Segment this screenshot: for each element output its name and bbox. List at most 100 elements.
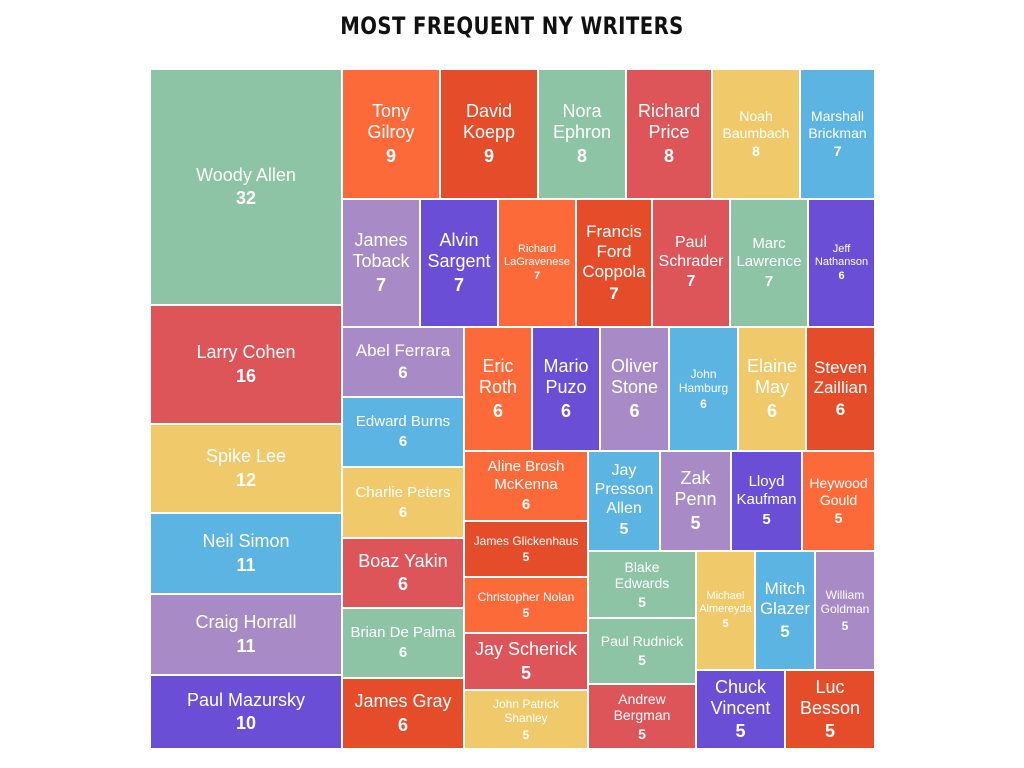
treemap-tile-craig-horrall: Craig Horrall 11 — [150, 594, 342, 675]
tile-value: 5 — [522, 550, 530, 564]
tile-label: Francis Ford Coppola — [582, 221, 646, 281]
tile-label: Brian De Palma — [350, 624, 456, 642]
tile-label: Marc Lawrence — [736, 235, 802, 271]
tile-value: 5 — [520, 662, 531, 683]
treemap-tile-jeff-nathanson: Jeff Nathanson 6 — [808, 199, 875, 327]
tile-label: Larry Cohen — [196, 342, 296, 363]
treemap-tile-spike-lee: Spike Lee 12 — [150, 424, 342, 513]
tile-value: 5 — [841, 618, 849, 633]
treemap-tile-michael-almereyda: Michael Almereyda 5 — [696, 551, 755, 670]
tile-label: Alvin Sargent — [427, 230, 491, 272]
tile-value: 7 — [453, 274, 464, 295]
tile-value: 7 — [764, 272, 774, 290]
tile-value: 7 — [533, 270, 541, 283]
treemap-tile-james-glickenhaus: James Glickenhaus 5 — [464, 521, 588, 577]
tile-label: Abel Ferrara — [355, 340, 451, 360]
tile-value: 16 — [235, 365, 257, 386]
tile-label: Mitch Glazer — [759, 579, 811, 619]
tile-value: 5 — [638, 725, 646, 742]
tile-label: Craig Horrall — [195, 612, 297, 633]
tile-value: 5 — [762, 510, 771, 528]
treemap-tile-woody-allen: Woody Allen 32 — [150, 69, 342, 305]
treemap-tile-jay-scherick: Jay Scherick 5 — [464, 633, 588, 690]
treemap-tile-charlie-peters: Charlie Peters 6 — [342, 467, 464, 538]
treemap-tile-zak-penn: Zak Penn 5 — [660, 451, 731, 551]
tile-label: Zak Penn — [674, 468, 717, 510]
treemap-tile-heywood-gould: Heywood Gould 5 — [802, 451, 875, 551]
treemap-tile-james-gray: James Gray 6 — [342, 678, 464, 749]
tile-label: Heywood Gould — [809, 475, 868, 508]
tile-label: Edward Burns — [355, 413, 451, 431]
tile-value: 6 — [766, 400, 777, 421]
tile-value: 6 — [398, 503, 408, 521]
tile-label: Andrew Bergman — [613, 690, 671, 724]
treemap-tile-alvin-sargent: Alvin Sargent 7 — [420, 199, 498, 327]
tile-value: 6 — [838, 270, 845, 283]
treemap-tile-steven-zaillian: Steven Zaillian 6 — [806, 327, 875, 451]
tile-label: Jay Scherick — [474, 639, 578, 660]
tile-value: 6 — [398, 433, 408, 450]
treemap-tile-marc-lawrence: Marc Lawrence 7 — [730, 199, 808, 327]
tile-value: 6 — [629, 400, 640, 421]
tile-label: David Koepp — [462, 101, 516, 143]
treemap-tile-boaz-yakin: Boaz Yakin 6 — [342, 538, 464, 608]
tile-label: Noah Baumbach — [722, 108, 790, 141]
tile-value: 32 — [235, 188, 257, 208]
treemap-tile-nora-ephron: Nora Ephron 8 — [538, 69, 626, 199]
tile-label: Woody Allen — [196, 164, 296, 185]
tile-label: Spike Lee — [205, 446, 287, 467]
tile-value: 6 — [492, 400, 503, 421]
tile-label: Christopher Nolan — [477, 589, 575, 604]
tile-value: 6 — [700, 397, 707, 412]
tile-value: 11 — [236, 554, 256, 575]
tile-value: 8 — [752, 143, 760, 160]
tile-value: 7 — [686, 273, 696, 291]
treemap-tile-christopher-nolan: Christopher Nolan 5 — [464, 577, 588, 633]
tile-label: William Goldman — [820, 588, 870, 617]
treemap-tile-paul-mazursky: Paul Mazursky 10 — [150, 675, 342, 749]
treemap-tile-jay-presson-allen: Jay Presson Allen 5 — [588, 451, 660, 551]
treemap-tile-richard-lagravenese: Richard LaGravenese 7 — [498, 199, 576, 327]
tile-label: Paul Schrader — [658, 233, 724, 270]
tile-value: 6 — [398, 644, 408, 661]
tile-label: Nora Ephron — [552, 101, 612, 143]
treemap-tile-mario-puzo: Mario Puzo 6 — [532, 327, 600, 451]
tile-value: 5 — [638, 652, 646, 668]
tile-label: Michael Almereyda — [699, 590, 752, 616]
tile-value: 6 — [835, 400, 846, 420]
treemap-tile-paul-rudnick: Paul Rudnick 5 — [588, 618, 696, 684]
treemap-tile-marshall-brickman: Marshall Brickman 7 — [800, 69, 875, 199]
tile-value: 8 — [663, 145, 674, 166]
tile-label: John Hamburg — [678, 366, 729, 395]
tile-label: Oliver Stone — [610, 356, 659, 398]
tile-value: 7 — [375, 274, 386, 295]
tile-label: John Patrick Shanley — [492, 697, 560, 726]
treemap-tile-richard-price: Richard Price 8 — [626, 69, 712, 199]
tile-label: Richard LaGravenese — [503, 242, 571, 268]
treemap-tile-eric-roth: Eric Roth 6 — [464, 327, 532, 451]
tile-label: Paul Mazursky — [186, 689, 306, 710]
tile-value: 12 — [235, 469, 257, 490]
treemap-tile-mitch-glazer: Mitch Glazer 5 — [755, 551, 815, 670]
treemap-tile-aline-brosh-mckenna: Aline Brosh McKenna 6 — [464, 451, 588, 521]
tile-label: Charlie Peters — [355, 483, 451, 501]
treemap-tile-abel-ferrara: Abel Ferrara 6 — [342, 327, 464, 397]
tile-value: 6 — [398, 363, 408, 382]
treemap-tile-john-patrick-shanley: John Patrick Shanley 5 — [464, 690, 588, 749]
tile-label: Boaz Yakin — [358, 550, 448, 571]
treemap-tile-luc-besson: Luc Besson 5 — [785, 670, 875, 749]
tile-label: Tony Gilroy — [367, 101, 415, 143]
tile-value: 9 — [483, 145, 494, 166]
tile-value: 5 — [834, 510, 843, 527]
treemap-tile-lloyd-kaufman: Lloyd Kaufman 5 — [731, 451, 802, 551]
tile-label: Mario Puzo — [543, 356, 589, 398]
treemap-tile-tony-gilroy: Tony Gilroy 9 — [342, 69, 440, 199]
treemap-tile-paul-schrader: Paul Schrader 7 — [652, 199, 730, 327]
treemap-tile-john-hamburg: John Hamburg 6 — [669, 327, 738, 451]
treemap-tile-elaine-may: Elaine May 6 — [738, 327, 806, 451]
tile-value: 5 — [638, 593, 646, 610]
tile-label: Elaine May — [746, 356, 798, 398]
treemap-tile-james-toback: James Toback 7 — [342, 199, 420, 327]
tile-label: Blake Edwards — [614, 558, 670, 592]
